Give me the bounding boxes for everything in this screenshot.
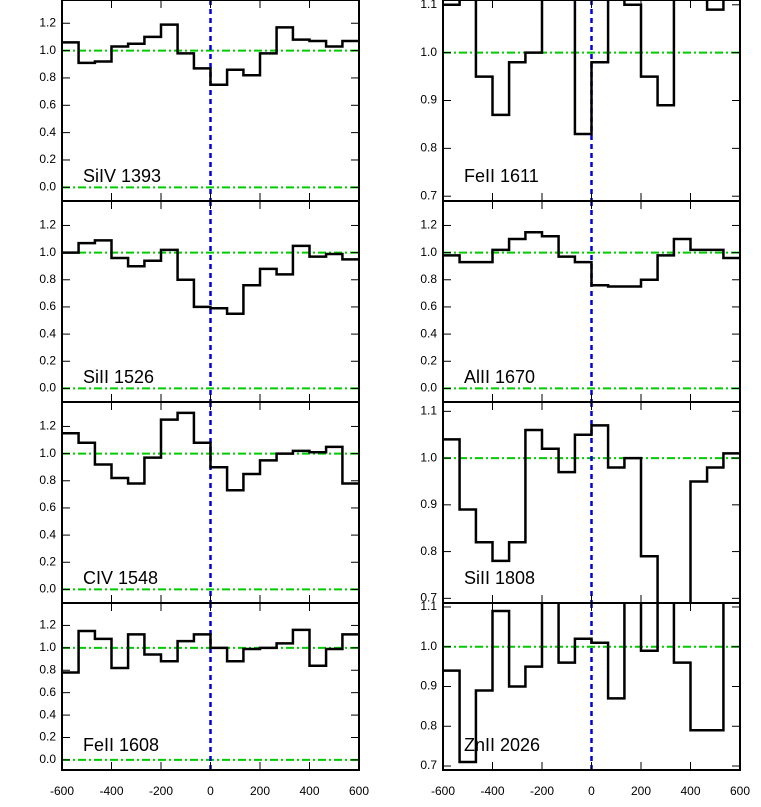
x-tick-label: 200 [631, 784, 651, 798]
y-tick-label: 1.0 [39, 640, 56, 654]
spectrum [62, 23, 359, 87]
panel [62, 402, 359, 603]
y-tick-label: 1.2 [39, 618, 56, 632]
panel [443, 0, 740, 201]
y-tick-label: 1.1 [420, 599, 437, 613]
spectrum [443, 0, 725, 136]
y-tick-label: 0.0 [39, 752, 56, 766]
x-tick-label: 0 [588, 784, 595, 798]
y-tick-label: 0.2 [39, 152, 56, 166]
y-tick-label: 0.8 [39, 70, 56, 84]
y-tick-label: 0.7 [420, 188, 437, 202]
y-tick-label: 1.1 [420, 404, 437, 418]
x-tick-label: 200 [250, 784, 270, 798]
y-tick-label: 1.0 [39, 245, 56, 259]
spectrum [443, 230, 740, 288]
y-tick-label: 1.2 [39, 218, 56, 232]
panel-label: AlII 1670 [464, 367, 535, 387]
panel-label: SiIV 1393 [83, 166, 161, 186]
x-tick-label: 600 [349, 784, 369, 798]
x-tick-label: -600 [50, 784, 74, 798]
y-tick-label: 0.9 [420, 93, 437, 107]
y-tick-label: 0.8 [39, 272, 56, 286]
x-tick-label: -200 [149, 784, 173, 798]
y-tick-label: 1.0 [420, 245, 437, 259]
y-tick-label: 0.6 [39, 97, 56, 111]
y-tick-label: 0.2 [39, 554, 56, 568]
x-tick-label: -200 [530, 784, 554, 798]
panel-label: SiII 1526 [83, 367, 154, 387]
y-tick-label: 0.6 [39, 500, 56, 514]
y-tick-label: 1.0 [39, 43, 56, 57]
y-tick-label: 0.9 [420, 679, 437, 693]
y-tick-label: 1.2 [39, 419, 56, 433]
y-tick-label: 0.8 [420, 544, 437, 558]
y-tick-label: 1.2 [420, 218, 437, 232]
panel-label: FeII 1608 [83, 735, 159, 755]
y-tick-label: 0.4 [39, 527, 56, 541]
spectrum [62, 239, 359, 315]
y-tick-label: 0.2 [39, 730, 56, 744]
y-tick-label: 0.0 [39, 582, 56, 596]
y-tick-label: 0.2 [420, 353, 437, 367]
y-tick-label: 0.4 [39, 707, 56, 721]
panel-label: ZnII 2026 [464, 735, 540, 755]
panel-label: CIV 1548 [83, 568, 158, 588]
spectrum [62, 411, 359, 492]
y-tick-label: 0.8 [39, 473, 56, 487]
spectrum [443, 603, 725, 764]
y-tick-label: 0.6 [420, 299, 437, 313]
y-tick-label: 0.4 [39, 326, 56, 340]
spectrum [443, 424, 740, 603]
x-tick-label: 400 [680, 784, 700, 798]
y-tick-label: 0.8 [420, 141, 437, 155]
y-tick-label: 0.2 [39, 353, 56, 367]
y-tick-label: 1.0 [420, 450, 437, 464]
y-tick-label: 0.6 [39, 685, 56, 699]
y-tick-label: 0.8 [420, 718, 437, 732]
y-tick-label: 0.8 [39, 662, 56, 676]
x-tick-label: -400 [480, 784, 504, 798]
panel-label: FeII 1611 [464, 166, 539, 186]
y-tick-label: 0.6 [39, 299, 56, 313]
panel-label: SiII 1808 [464, 568, 535, 588]
y-tick-label: 0.7 [420, 758, 437, 772]
y-tick-label: 0.9 [420, 497, 437, 511]
panel [62, 603, 359, 770]
panel [443, 201, 740, 402]
panel [62, 201, 359, 402]
y-tick-label: 1.1 [420, 0, 437, 11]
y-tick-label: 1.2 [39, 15, 56, 29]
y-tick-label: 0.4 [420, 326, 437, 340]
y-tick-label: 0.0 [420, 381, 437, 395]
y-tick-label: 0.4 [39, 125, 56, 139]
y-tick-label: 0.0 [39, 179, 56, 193]
panel [62, 0, 359, 201]
y-tick-label: 1.0 [420, 639, 437, 653]
y-tick-label: 1.0 [420, 45, 437, 59]
y-tick-label: 1.0 [39, 446, 56, 460]
x-tick-label: 0 [207, 784, 214, 798]
y-tick-label: 0.8 [420, 272, 437, 286]
panel [443, 402, 740, 603]
x-tick-label: 400 [299, 784, 319, 798]
y-tick-label: 0.7 [420, 590, 437, 604]
x-tick-label: 600 [730, 784, 750, 798]
x-tick-label: -400 [99, 784, 123, 798]
spectrum [62, 628, 359, 674]
panel [443, 603, 740, 770]
y-tick-label: 0.0 [39, 381, 56, 395]
x-tick-label: -600 [431, 784, 455, 798]
